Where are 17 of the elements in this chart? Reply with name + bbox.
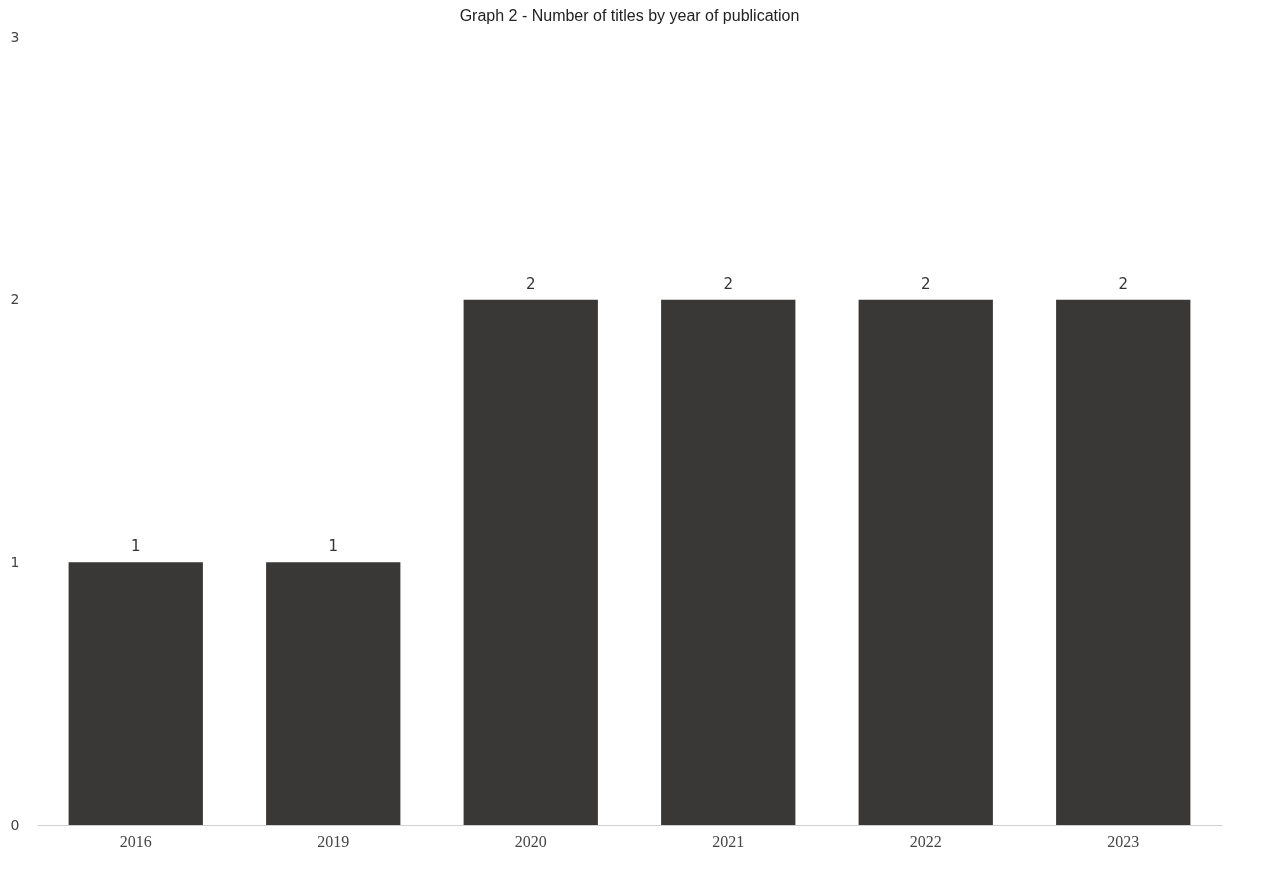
x-tick-label: 2020 [514,832,547,850]
data-label: 1 [328,537,339,556]
y-tick-label: 0 [10,816,20,833]
x-tick-label: 2023 [1107,832,1140,850]
data-label: 1 [130,537,141,556]
x-tick-label: 2016 [119,832,152,850]
x-tick-label: 2019 [317,832,350,850]
x-tick-label: 2022 [909,832,942,850]
x-tick-label: 2021 [712,832,745,850]
data-label: 2 [525,274,536,293]
y-tick-label: 2 [10,291,20,308]
y-tick-label: 1 [10,553,20,570]
y-tick-label: 3 [10,28,20,45]
data-label: 2 [1118,274,1129,293]
data-label: 2 [920,274,931,293]
data-label: 2 [723,274,734,293]
chart-title: Graph 2 - Number of titles by year of publication [459,7,800,24]
